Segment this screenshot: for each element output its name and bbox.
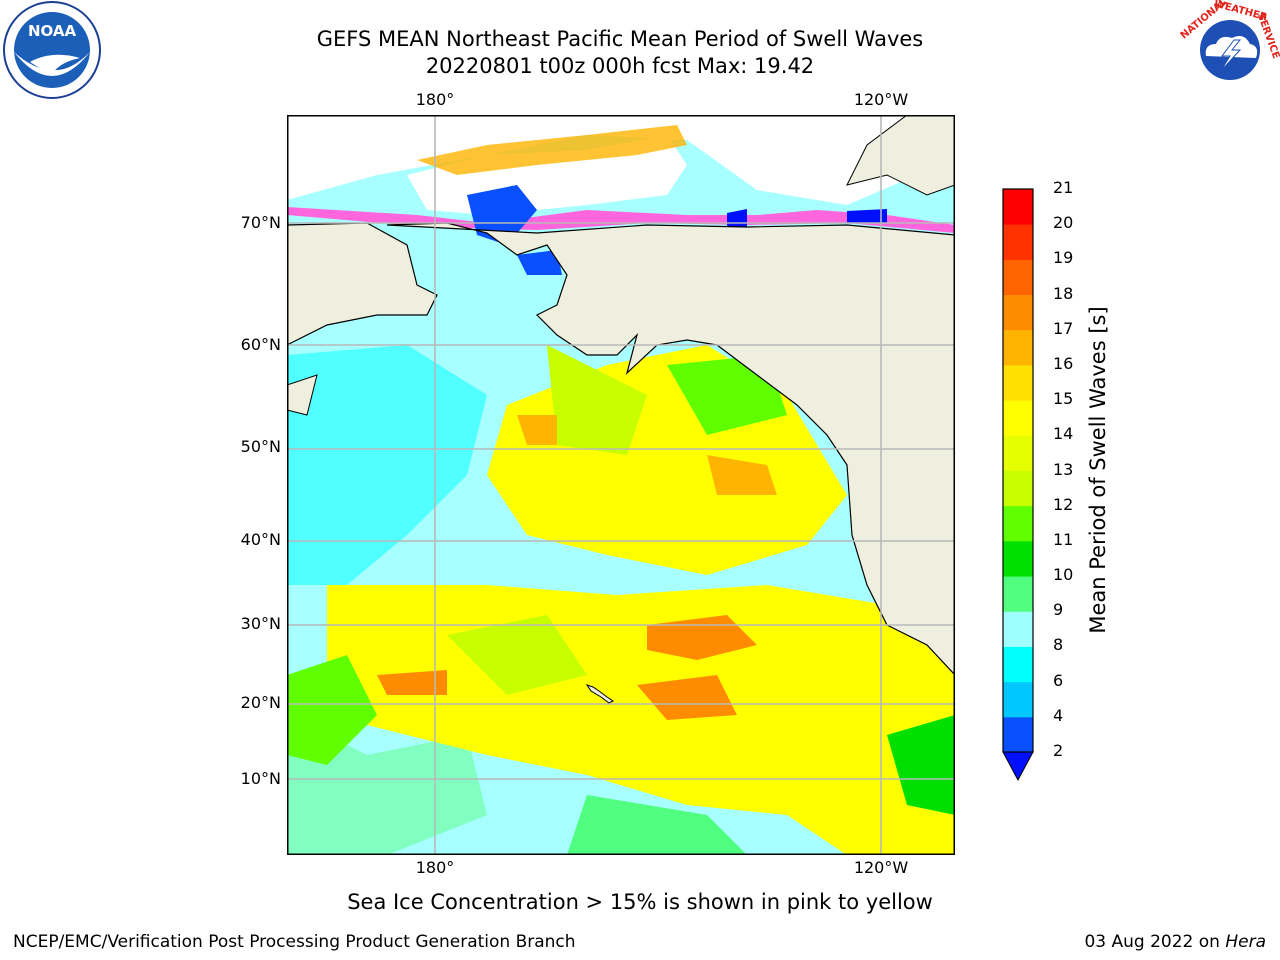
colorbar-tick-label: 2: [1053, 741, 1064, 760]
colorbar-segment: [1003, 540, 1033, 577]
colorbar-tick-label: 17: [1053, 318, 1074, 338]
colorbar-segment: [1003, 364, 1033, 401]
colorbar-tick-label: 6: [1053, 670, 1064, 690]
colorbar-tick-label: 21: [1053, 178, 1074, 197]
colorbar: [1002, 188, 1034, 782]
orange-streak-5: [377, 670, 447, 695]
colorbar-segment: [1003, 259, 1033, 296]
footer-host: Hera: [1225, 932, 1266, 952]
colorbar-label: Mean Period of Swell Waves [s]: [1086, 306, 1110, 634]
orange-streak-4: [517, 415, 557, 445]
sea-ice-caption: Sea Ice Concentration > 15% is shown in …: [0, 890, 1280, 914]
colorbar-tick-label: 15: [1053, 389, 1074, 409]
lon-label-top-120w: 120°W: [853, 90, 909, 109]
green-yellow-patch: [547, 345, 647, 455]
map-subtitle: 20220801 t00z 000h fcst Max: 19.42: [425, 54, 815, 78]
green-far-south: [567, 795, 747, 855]
colorbar-tick-label: 12: [1053, 494, 1074, 514]
lat-label-40n: 40°N: [240, 530, 281, 549]
noaa-logo: NOAA: [3, 1, 101, 99]
colorbar-tick-label: 14: [1053, 424, 1074, 444]
colorbar-tick-label: 20: [1053, 213, 1074, 233]
orange-streak-3: [707, 455, 777, 495]
lat-label-60n: 60°N: [240, 335, 281, 354]
nws-logo: NATIONAL WEATHER SERVICE: [1179, 0, 1280, 97]
colorbar-tick-label: 13: [1053, 459, 1074, 479]
colorbar-tick-label: 11: [1053, 529, 1074, 549]
land-arctic-islands: [846, 115, 955, 196]
colorbar-segment: [1003, 435, 1033, 471]
land-hawaii: [585, 684, 614, 704]
colorbar-tick-label: 9: [1053, 600, 1064, 620]
colorbar-segment: [1003, 716, 1033, 753]
lat-label-50n: 50°N: [240, 437, 281, 456]
blue-ice-patch-4: [847, 209, 887, 223]
colorbar-tick-label: 16: [1053, 353, 1074, 373]
lon-label-bottom-120w: 120°W: [853, 858, 909, 877]
blue-ice-patch-2: [517, 250, 562, 275]
colorbar-segment: [1003, 294, 1033, 331]
orange-streak-2: [637, 675, 737, 720]
colorbar-tick-label: 4: [1053, 705, 1064, 725]
sea-ice-caption-text: Sea Ice Concentration > 15% is shown in …: [347, 890, 933, 914]
green-east-patch: [887, 715, 955, 815]
lat-label-20n: 20°N: [240, 693, 281, 712]
graticule: [287, 115, 955, 855]
colorbar-segment: [1003, 646, 1033, 683]
colorbar-segment: [1003, 224, 1033, 260]
land-siberia: [287, 222, 438, 346]
green-south-patch: [447, 615, 587, 695]
footer-date: 03 Aug 2022 on Hera: [1084, 932, 1266, 952]
lon-label-top-180: 180°: [415, 90, 455, 109]
map-frame: [287, 115, 955, 855]
colorbar-tick-label: 19: [1053, 248, 1074, 268]
colorbar-tick-label: 8: [1053, 635, 1064, 655]
colorbar-segment: [1003, 576, 1033, 612]
colorbar-tick-label: 18: [1053, 283, 1074, 303]
orange-streak-1: [647, 615, 757, 660]
lat-label-70n: 70°N: [240, 213, 281, 232]
colorbar-under-triangle: [1002, 751, 1034, 782]
footer-credit: NCEP/EMC/Verification Post Processing Pr…: [13, 932, 576, 952]
colorbar-segment: [1003, 505, 1033, 542]
svg-text:NOAA: NOAA: [28, 22, 77, 40]
colorbar-segment: [1003, 681, 1033, 718]
colorbar-segment: [1003, 189, 1033, 225]
map-title: GEFS MEAN Northeast Pacific Mean Period …: [316, 27, 924, 51]
colorbar-frame: [1002, 188, 1034, 753]
colorbar-segment: [1003, 470, 1033, 507]
green-west-patch: [287, 655, 377, 765]
colorbar-tick-label: 10: [1053, 565, 1074, 585]
land-north-america: [386, 115, 955, 676]
lat-label-10n: 10°N: [240, 769, 281, 788]
land-kamchatka: [287, 374, 318, 416]
ice-free-white: [287, 115, 955, 205]
colorbar-segment: [1003, 400, 1033, 436]
footer-date-text: 03 Aug 2022 on: [1084, 932, 1220, 952]
lon-label-bottom-180: 180°: [415, 858, 455, 877]
colorbar-segment: [1003, 329, 1033, 366]
ice-yellow-edge: [417, 125, 687, 175]
cyan-west-region: [287, 345, 487, 585]
lat-label-30n: 30°N: [240, 614, 281, 633]
swell-period-map: [287, 115, 955, 855]
colorbar-segment: [1003, 611, 1033, 647]
